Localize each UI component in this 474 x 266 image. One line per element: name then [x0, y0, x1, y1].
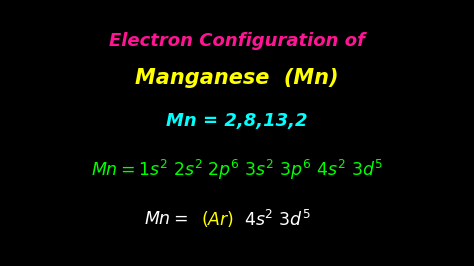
Text: $\bf{\it{4s^2\ 3d^5}}$: $\bf{\it{4s^2\ 3d^5}}$ [244, 209, 310, 230]
Text: $\bf{\it{(Ar)\ }}$: $\bf{\it{(Ar)\ }}$ [201, 209, 234, 230]
Text: Manganese  (Mn): Manganese (Mn) [135, 68, 339, 89]
Text: $\bf{\it{Mn = }}$: $\bf{\it{Mn = }}$ [144, 210, 188, 228]
Text: Electron Configuration of: Electron Configuration of [109, 32, 365, 50]
Text: Mn = 2,8,13,2: Mn = 2,8,13,2 [166, 112, 308, 130]
Text: $\bf{\it{Mn = 1s^2\ 2s^2\ 2p^6\ 3s^2\ 3p^6\ 4s^2\ 3d^5}}$: $\bf{\it{Mn = 1s^2\ 2s^2\ 2p^6\ 3s^2\ 3p… [91, 158, 383, 182]
